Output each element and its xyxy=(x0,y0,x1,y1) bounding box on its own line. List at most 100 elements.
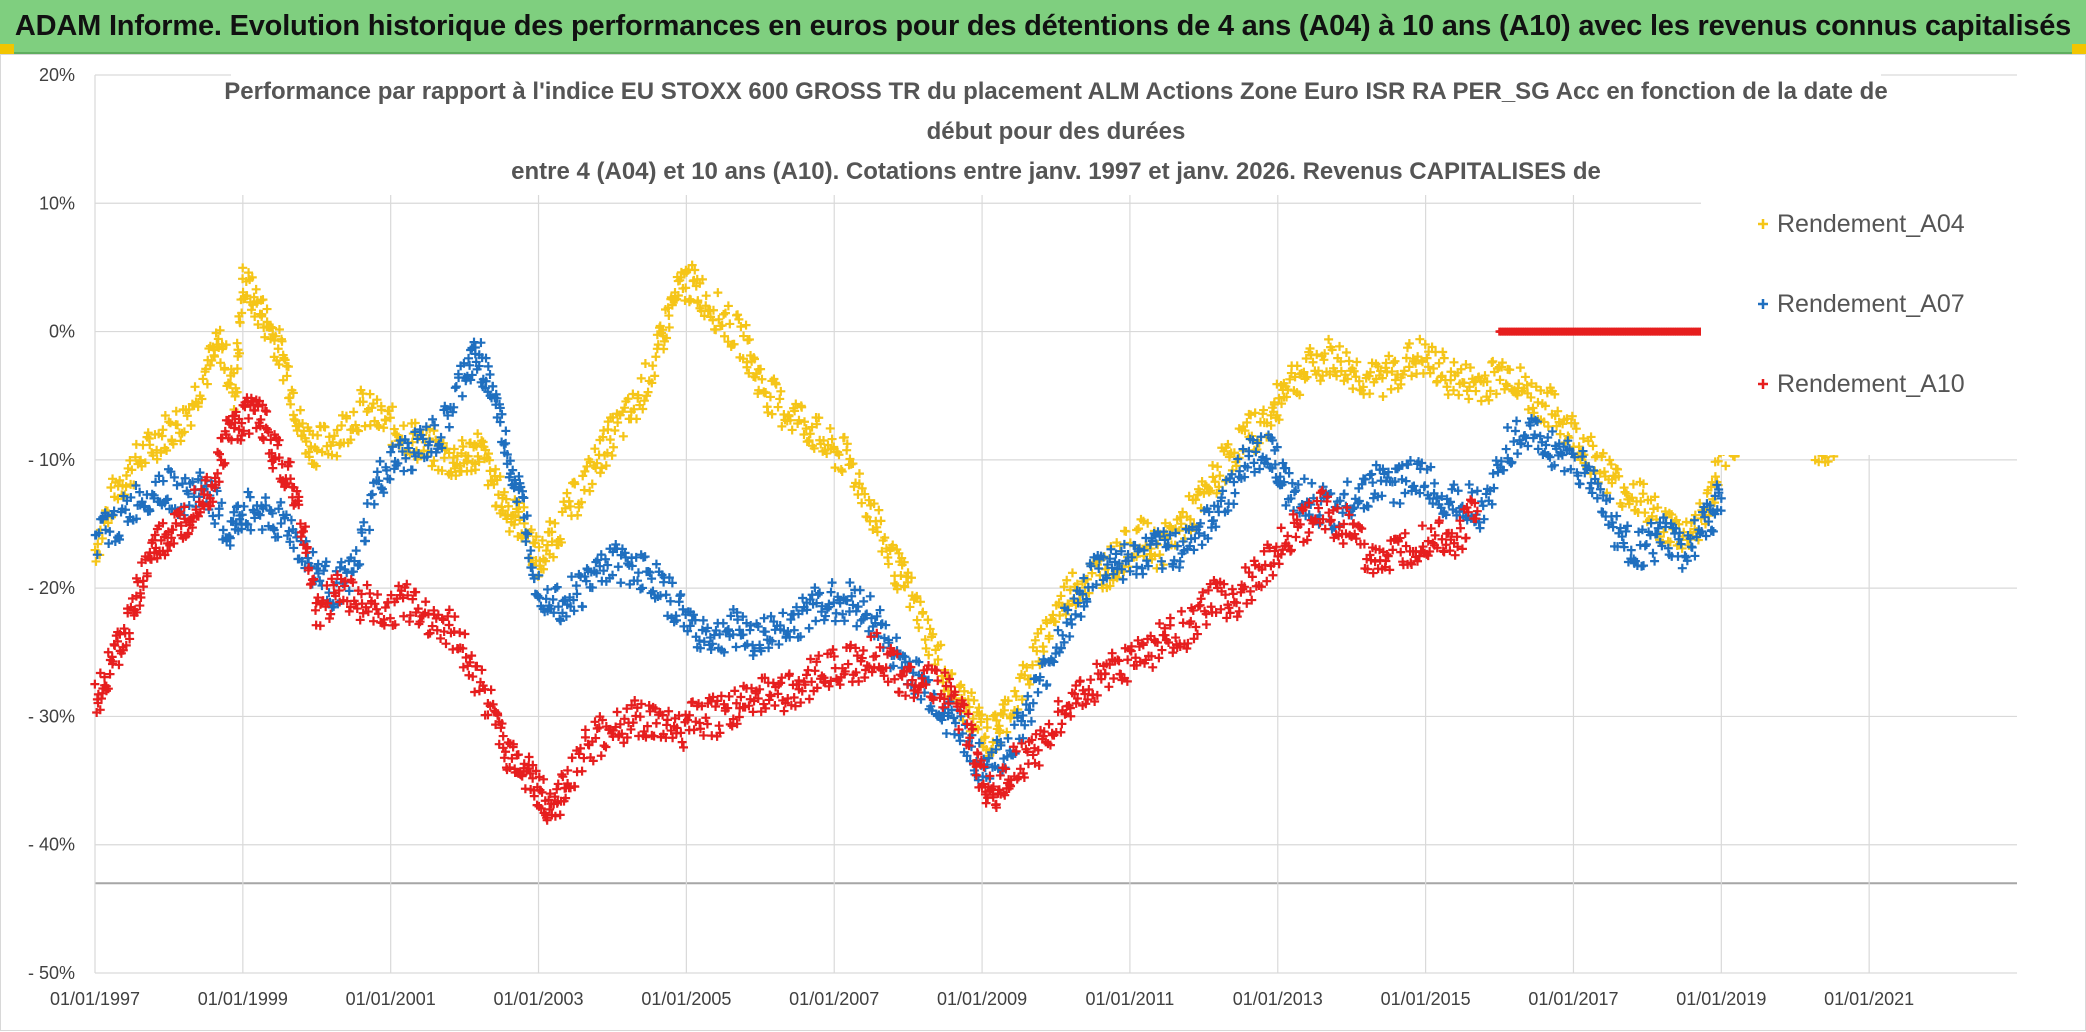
data-point xyxy=(379,488,389,498)
data-point xyxy=(806,654,816,664)
data-point xyxy=(422,452,432,462)
data-point xyxy=(1368,493,1378,503)
data-point xyxy=(1271,542,1281,552)
data-point xyxy=(1115,541,1125,551)
data-point xyxy=(799,417,809,427)
data-point xyxy=(1299,474,1309,484)
data-point xyxy=(505,762,515,772)
data-point xyxy=(1018,710,1028,720)
data-point xyxy=(1571,424,1581,434)
data-point xyxy=(545,517,555,527)
data-point xyxy=(567,753,577,763)
data-point xyxy=(843,659,853,669)
data-point xyxy=(1415,334,1425,344)
data-point xyxy=(529,573,539,583)
data-point xyxy=(140,458,150,468)
data-point xyxy=(924,650,934,660)
data-point xyxy=(1188,605,1198,615)
data-point xyxy=(149,490,159,500)
data-point xyxy=(553,779,563,789)
data-point xyxy=(1208,472,1218,482)
data-point xyxy=(202,472,212,482)
data-point xyxy=(498,731,508,741)
data-point xyxy=(282,478,292,488)
data-point xyxy=(687,260,697,270)
data-point xyxy=(1368,568,1378,578)
data-point xyxy=(862,609,872,619)
data-point xyxy=(693,296,703,306)
data-point xyxy=(1639,479,1649,489)
data-point xyxy=(1157,645,1167,655)
data-point xyxy=(694,636,704,646)
data-point xyxy=(519,493,529,503)
data-point xyxy=(572,589,582,599)
data-point xyxy=(677,737,687,747)
data-point xyxy=(1710,472,1720,482)
data-point xyxy=(1512,416,1522,426)
data-point xyxy=(834,450,844,460)
data-point xyxy=(365,589,375,599)
data-point xyxy=(1069,594,1079,604)
data-point xyxy=(151,477,161,487)
data-point xyxy=(1432,493,1442,503)
data-point xyxy=(1682,556,1692,566)
data-point xyxy=(723,301,733,311)
data-point xyxy=(1411,358,1421,368)
data-point xyxy=(875,605,885,615)
data-point xyxy=(697,701,707,711)
data-point xyxy=(429,456,439,466)
data-point xyxy=(1462,502,1472,512)
data-point xyxy=(1628,479,1638,489)
data-point xyxy=(1028,750,1038,760)
data-point xyxy=(379,620,389,630)
data-point xyxy=(928,629,938,639)
data-point xyxy=(651,559,661,569)
data-point xyxy=(794,675,804,685)
data-point xyxy=(1195,518,1205,528)
data-point xyxy=(664,311,674,321)
data-point xyxy=(558,772,568,782)
data-point xyxy=(553,602,563,612)
data-point xyxy=(1514,379,1524,389)
data-point xyxy=(1155,531,1165,541)
data-point xyxy=(255,510,265,520)
data-point xyxy=(304,563,314,573)
data-point xyxy=(923,615,933,625)
data-point xyxy=(826,587,836,597)
data-point xyxy=(1354,496,1364,506)
data-point xyxy=(894,548,904,558)
data-point xyxy=(1446,375,1456,385)
data-point xyxy=(324,614,334,624)
data-point xyxy=(1543,433,1553,443)
data-point xyxy=(728,629,738,639)
data-point xyxy=(501,438,511,448)
data-point xyxy=(197,394,207,404)
data-point xyxy=(1100,669,1110,679)
data-point xyxy=(1349,366,1359,376)
data-point xyxy=(1333,503,1343,513)
data-point xyxy=(819,436,829,446)
data-point xyxy=(905,602,915,612)
data-point xyxy=(732,698,742,708)
series-A10 xyxy=(90,327,2017,825)
data-point xyxy=(902,666,912,676)
data-point xyxy=(1578,446,1588,456)
data-point xyxy=(773,402,783,412)
data-point xyxy=(1313,366,1323,376)
data-point xyxy=(1420,481,1430,491)
data-point xyxy=(1357,524,1367,534)
data-point xyxy=(1531,382,1541,392)
data-point xyxy=(775,394,785,404)
data-point xyxy=(1558,419,1568,429)
data-point xyxy=(1430,530,1440,540)
data-point xyxy=(1266,420,1276,430)
data-point xyxy=(1274,415,1284,425)
data-point xyxy=(179,502,189,512)
data-point xyxy=(813,589,823,599)
series-A04 xyxy=(90,260,1955,762)
data-point xyxy=(1382,550,1392,560)
data-point xyxy=(1390,375,1400,385)
data-point xyxy=(1434,516,1444,526)
data-point xyxy=(328,437,338,447)
data-point xyxy=(926,701,936,711)
